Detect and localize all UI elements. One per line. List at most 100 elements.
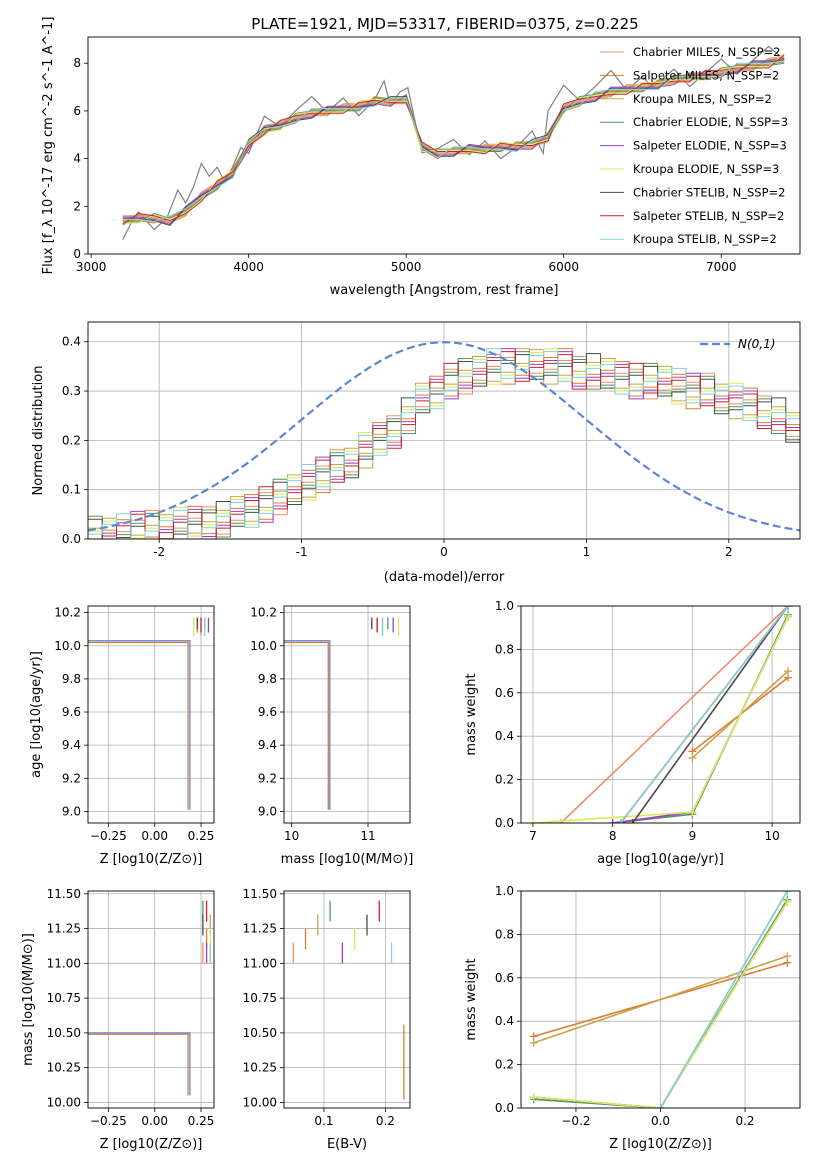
y-tick-label: 11.00 <box>47 956 81 970</box>
y-tick-label: 6 <box>73 104 81 118</box>
y-tick-label: 10.0 <box>54 639 81 653</box>
plot-area <box>284 617 400 810</box>
y-axis-label: mass weight <box>464 673 479 755</box>
axes-frame <box>87 605 215 824</box>
y-tick-label: 1.0 <box>495 599 514 613</box>
mass-weight-marker <box>784 606 793 610</box>
residual-histogram-step <box>88 348 800 539</box>
x-tick-label: -1 <box>296 545 308 559</box>
y-tick-label: 0.8 <box>495 927 514 941</box>
y-tick-label: 11.25 <box>243 922 277 936</box>
mass-vs-metallicity-panel: −0.25 0.00 0.25 10.00 10.25 10.50 10.75 11.00 11… <box>21 887 215 1152</box>
mass-weight-marker <box>656 1104 665 1108</box>
axes-frame <box>87 36 801 255</box>
mass-weight-line <box>659 891 788 1108</box>
y-tick-label: 0.8 <box>495 642 514 656</box>
y-tick-label: 1.0 <box>495 884 514 898</box>
y-tick-label: 9.0 <box>62 804 81 818</box>
x-axis-label: Z [log10(Z/Z⊙)] <box>609 1137 712 1152</box>
y-tick-label: 0 <box>73 247 81 261</box>
y-tick-label: 9.0 <box>258 804 277 818</box>
mass-weight-marker <box>529 1038 538 1047</box>
y-axis-label: Normed distribution <box>31 366 46 496</box>
mass-weight-marker <box>628 819 637 823</box>
y-tick-label: 0.0 <box>495 816 514 830</box>
legend-entry: Salpeter STELIB, N_SSP=2 <box>633 209 784 223</box>
y-tick-label: 11.50 <box>243 887 277 901</box>
legend-entry: Chabrier ELODIE, N_SSP=3 <box>633 115 788 129</box>
y-tick-label: 9.6 <box>62 705 81 719</box>
model-spectrum-line <box>122 56 785 224</box>
mass-weight-marker <box>616 819 625 823</box>
y-tick-label: 10.75 <box>47 991 81 1005</box>
mass-weight-line <box>532 616 789 823</box>
y-tick-label: 9.6 <box>258 705 277 719</box>
y-tick-label: 0.2 <box>495 1058 514 1072</box>
model-spectrum-line <box>122 53 785 224</box>
y-tick-label: 8 <box>73 56 81 70</box>
y-tick-label: 0.4 <box>62 335 81 349</box>
y-tick-label: 10.0 <box>250 639 277 653</box>
mass-weight-line <box>533 901 788 1108</box>
x-tick-label: 3000 <box>76 260 107 274</box>
plot-area <box>292 900 405 1100</box>
gaussian-curve <box>88 341 800 532</box>
y-tick-label: 11.25 <box>47 922 81 936</box>
mass-weight-marker <box>529 1093 538 1102</box>
y-tick-label: 10.2 <box>54 606 81 620</box>
y-tick-label: 0.3 <box>62 384 81 398</box>
legend-entry: Kroupa ELODIE, N_SSP=3 <box>633 162 779 176</box>
plot-area <box>88 341 800 539</box>
legend-entry: Kroupa STELIB, N_SSP=2 <box>633 232 777 246</box>
y-axis-label: Flux [f_λ 10^-17 erg cm^-2 s^-1 A^-1] <box>41 17 56 275</box>
legend-entry: N(0,1) <box>738 337 775 351</box>
mass-weight-marker <box>688 808 697 817</box>
y-axis-label: mass [log10(M/M⊙)] <box>21 933 36 1066</box>
y-axis-label: age [log10(age/yr)] <box>29 651 44 778</box>
y-axis-label: mass weight <box>464 958 479 1040</box>
x-tick-label: 0.0 <box>651 1114 670 1128</box>
y-tick-label: 10.00 <box>47 1095 81 1109</box>
x-tick-label: −0.2 <box>561 1114 590 1128</box>
x-tick-label: 8 <box>609 829 617 843</box>
legend-entry: Kroupa MILES, N_SSP=2 <box>633 92 772 106</box>
y-tick-label: 10.50 <box>47 1026 81 1040</box>
mass-weight-marker <box>783 952 792 961</box>
solution-bracket <box>88 641 189 810</box>
legend-entry: Chabrier STELIB, N_SSP=2 <box>633 185 785 199</box>
solution-bracket <box>284 641 329 810</box>
y-tick-label: 0.4 <box>495 729 514 743</box>
x-tick-label: 10 <box>764 829 779 843</box>
model-spectrum-line <box>122 61 785 224</box>
x-tick-label: 0.2 <box>376 1114 395 1128</box>
x-tick-label: 10 <box>284 829 299 843</box>
x-tick-label: 0.25 <box>188 1114 215 1128</box>
x-axis-label: age [log10(age/yr)] <box>597 852 724 867</box>
spectrum-panel: 3000 4000 5000 6000 7000 0 2 4 6 8 wavelength [Ang… <box>41 17 801 298</box>
x-axis-label: (data-model)/error <box>384 570 505 585</box>
mass-weight-marker <box>528 819 537 823</box>
y-tick-label: 0.0 <box>495 1101 514 1115</box>
x-tick-label: 0.25 <box>188 829 215 843</box>
x-tick-label: 9 <box>689 829 697 843</box>
x-tick-label: −0.25 <box>90 1114 127 1128</box>
x-tick-label: 7000 <box>706 260 737 274</box>
axes-frame <box>520 605 801 824</box>
y-tick-label: 10.75 <box>243 991 277 1005</box>
model-spectrum-line <box>122 55 785 226</box>
mass-weight-marker <box>608 819 617 823</box>
y-tick-label: 4 <box>73 152 81 166</box>
y-tick-label: 2 <box>73 199 81 213</box>
y-tick-label: 10.25 <box>243 1061 277 1075</box>
mass-weight-marker <box>783 897 792 906</box>
x-tick-label: 2 <box>725 545 733 559</box>
x-tick-label: 1 <box>583 545 591 559</box>
y-tick-label: 9.2 <box>258 771 277 785</box>
y-tick-label: 9.8 <box>62 672 81 686</box>
plot-area <box>88 900 211 1096</box>
solution-bracket <box>88 1032 191 1096</box>
x-axis-label: Z [log10(Z/Z⊙)] <box>100 852 203 867</box>
x-tick-label: 5000 <box>391 260 422 274</box>
plot-area <box>88 617 210 810</box>
solution-bracket <box>284 640 331 810</box>
